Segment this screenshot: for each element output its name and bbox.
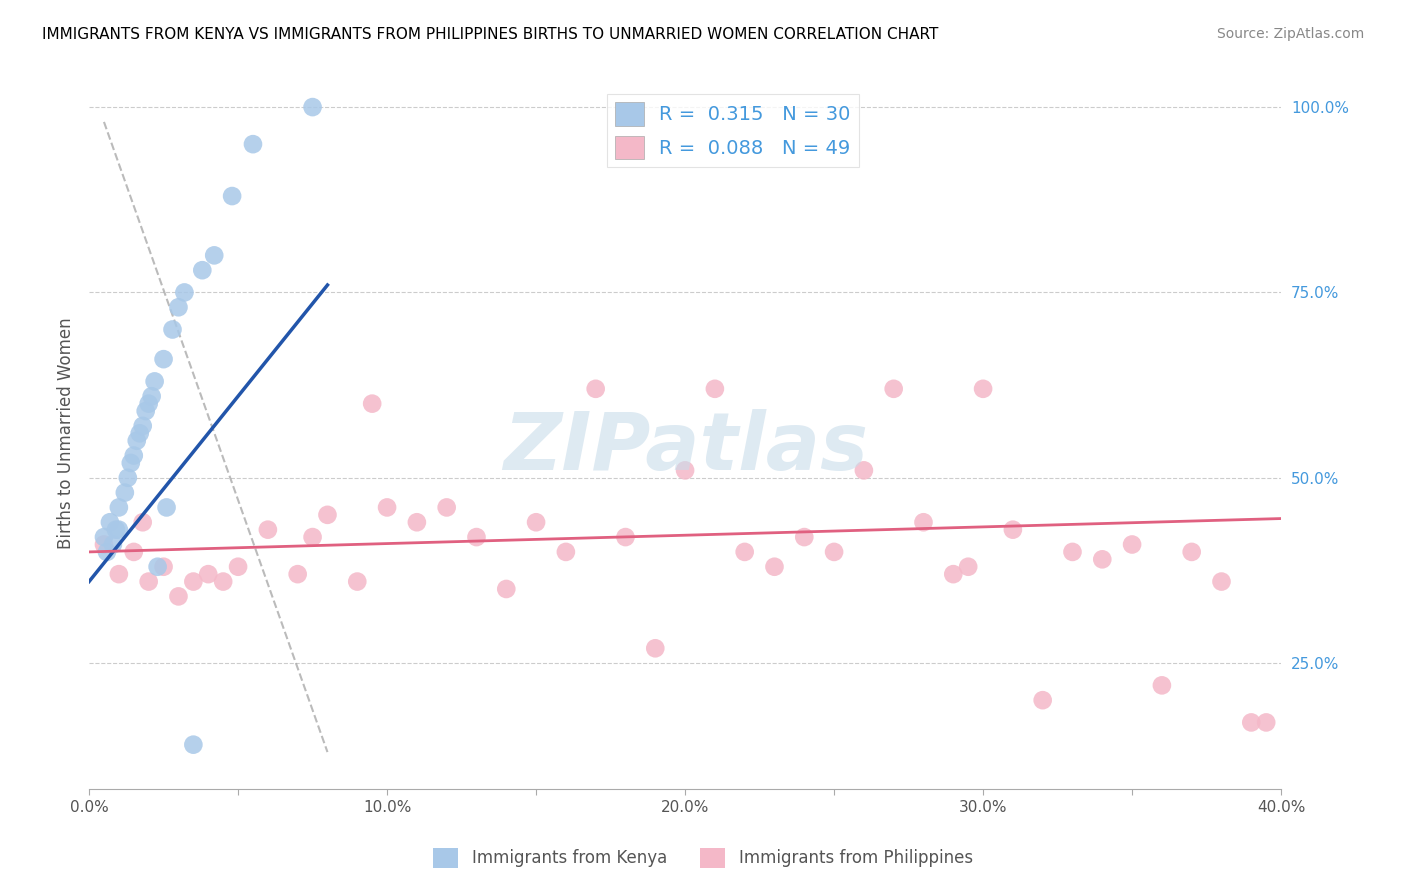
Point	[242, 137, 264, 152]
Point	[1240, 715, 1263, 730]
Point	[141, 389, 163, 403]
Point	[221, 189, 243, 203]
Point	[202, 248, 225, 262]
Point	[132, 515, 155, 529]
Text: ZIPatlas: ZIPatlas	[502, 409, 868, 486]
Point	[585, 382, 607, 396]
Point	[155, 500, 177, 515]
Point	[128, 426, 150, 441]
Point	[120, 456, 142, 470]
Point	[197, 567, 219, 582]
Point	[108, 500, 131, 515]
Point	[152, 352, 174, 367]
Point	[346, 574, 368, 589]
Point	[122, 545, 145, 559]
Point	[524, 515, 547, 529]
Point	[763, 559, 786, 574]
Point	[436, 500, 458, 515]
Point	[93, 537, 115, 551]
Point	[143, 375, 166, 389]
Point	[1121, 537, 1143, 551]
Point	[101, 537, 124, 551]
Point	[793, 530, 815, 544]
Point	[673, 463, 696, 477]
Point	[108, 567, 131, 582]
Point	[644, 641, 666, 656]
Point	[212, 574, 235, 589]
Point	[146, 559, 169, 574]
Point	[162, 322, 184, 336]
Point	[883, 382, 905, 396]
Point	[122, 449, 145, 463]
Text: IMMIGRANTS FROM KENYA VS IMMIGRANTS FROM PHILIPPINES BIRTHS TO UNMARRIED WOMEN C: IMMIGRANTS FROM KENYA VS IMMIGRANTS FROM…	[42, 27, 939, 42]
Point	[167, 300, 190, 314]
Point	[173, 285, 195, 300]
Point	[183, 738, 205, 752]
Point	[1181, 545, 1204, 559]
Point	[114, 485, 136, 500]
Point	[942, 567, 965, 582]
Y-axis label: Births to Unmarried Women: Births to Unmarried Women	[58, 318, 75, 549]
Point	[135, 404, 157, 418]
Point	[957, 559, 980, 574]
Point	[703, 382, 725, 396]
Point	[167, 590, 190, 604]
Legend: R =  0.315   N = 30, R =  0.088   N = 49: R = 0.315 N = 30, R = 0.088 N = 49	[607, 95, 859, 167]
Point	[823, 545, 845, 559]
Point	[93, 530, 115, 544]
Point	[98, 515, 121, 529]
Point	[108, 523, 131, 537]
Point	[1032, 693, 1054, 707]
Point	[117, 471, 139, 485]
Point	[1150, 678, 1173, 692]
Point	[138, 574, 160, 589]
Point	[1091, 552, 1114, 566]
Point	[1001, 523, 1024, 537]
Point	[132, 418, 155, 433]
Point	[257, 523, 280, 537]
Point	[301, 530, 323, 544]
Point	[104, 523, 127, 537]
Point	[1256, 715, 1278, 730]
Point	[138, 397, 160, 411]
Point	[1211, 574, 1233, 589]
Point	[287, 567, 309, 582]
Point	[361, 397, 384, 411]
Point	[183, 574, 205, 589]
Point	[614, 530, 637, 544]
Point	[554, 545, 576, 559]
Point	[405, 515, 427, 529]
Point	[375, 500, 398, 515]
Point	[191, 263, 214, 277]
Point	[316, 508, 339, 522]
Point	[301, 100, 323, 114]
Point	[465, 530, 488, 544]
Text: Source: ZipAtlas.com: Source: ZipAtlas.com	[1216, 27, 1364, 41]
Point	[972, 382, 994, 396]
Point	[1062, 545, 1084, 559]
Point	[226, 559, 249, 574]
Point	[495, 582, 517, 596]
Point	[125, 434, 148, 448]
Legend: Immigrants from Kenya, Immigrants from Philippines: Immigrants from Kenya, Immigrants from P…	[426, 841, 980, 875]
Point	[852, 463, 875, 477]
Point	[912, 515, 935, 529]
Point	[734, 545, 756, 559]
Point	[152, 559, 174, 574]
Point	[96, 545, 118, 559]
